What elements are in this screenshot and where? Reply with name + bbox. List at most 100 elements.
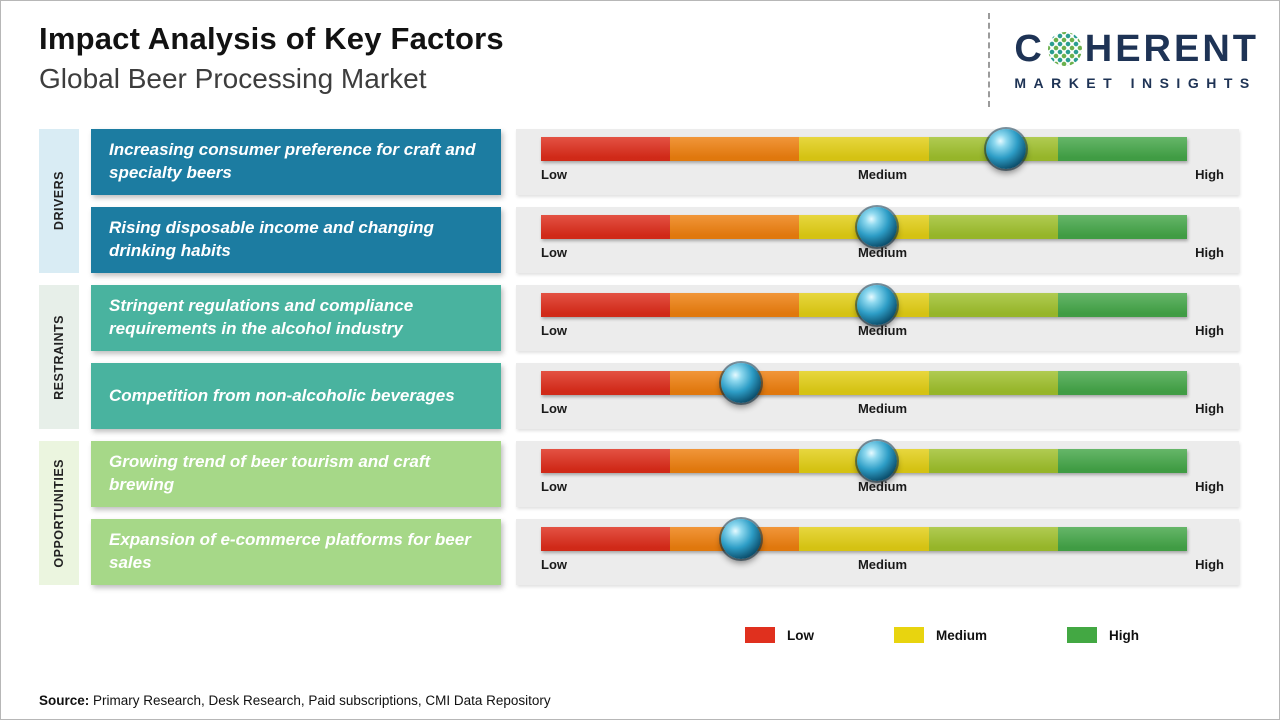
factor-text-box: Stringent regulations and compliance req… xyxy=(91,285,501,351)
scale-labels: Low Medium High xyxy=(541,323,1224,341)
category-label-opportunities: OPPORTUNITIES xyxy=(52,458,66,568)
bar-segment-2 xyxy=(670,293,800,317)
legend-item-medium: Medium xyxy=(893,627,987,643)
impact-bar xyxy=(541,519,1188,559)
bar-segment-1 xyxy=(541,527,671,551)
category-strip-restraints: RESTRAINTS xyxy=(39,285,79,429)
bar-segment-1 xyxy=(541,293,671,317)
scale-labels: Low Medium High xyxy=(541,479,1224,497)
scale-label-medium: Medium xyxy=(857,401,908,416)
factor-text-box: Competition from non-alcoholic beverages xyxy=(91,363,501,429)
scale-label-low: Low xyxy=(541,323,567,338)
impact-bar xyxy=(541,363,1188,403)
scale-label-medium: Medium xyxy=(857,167,908,182)
brand-name: C HERENT xyxy=(1014,30,1259,68)
bar-segment-1 xyxy=(541,215,671,239)
impact-bar xyxy=(541,129,1188,169)
scale-labels: Low Medium High xyxy=(541,167,1224,185)
scale-label-high: High xyxy=(1195,401,1224,416)
scale-label-high: High xyxy=(1195,245,1224,260)
impact-marker xyxy=(721,363,762,403)
bar-segment-4 xyxy=(928,371,1058,395)
impact-bar xyxy=(541,207,1188,247)
scale-label-high: High xyxy=(1195,479,1224,494)
source-label: Source: xyxy=(39,693,90,708)
scale-label-high: High xyxy=(1195,323,1224,338)
scale-label-low: Low xyxy=(541,479,567,494)
scale-label-low: Low xyxy=(541,401,567,416)
factor-row: Competition from non-alcoholic beverages xyxy=(91,363,1239,429)
impact-bar-strip: Low Medium High xyxy=(516,363,1239,429)
scale-labels: Low Medium High xyxy=(541,557,1224,575)
impact-bar xyxy=(541,441,1188,481)
impact-bar-strip: Low Medium High xyxy=(516,519,1239,585)
factor-text-box: Growing trend of beer tourism and craft … xyxy=(91,441,501,507)
bar-segment-5 xyxy=(1057,137,1188,161)
factor-text-box: Increasing consumer preference for craft… xyxy=(91,129,501,195)
page-subtitle: Global Beer Processing Market xyxy=(39,63,427,94)
factor-row: Rising disposable income and changing dr… xyxy=(91,207,1239,273)
bar-segment-5 xyxy=(1057,215,1188,239)
source-line: Source: Primary Research, Desk Research,… xyxy=(39,693,551,708)
impact-marker xyxy=(856,207,897,247)
legend-label-high: High xyxy=(1109,627,1139,643)
scale-label-medium: Medium xyxy=(857,557,908,572)
bar-segment-1 xyxy=(541,137,671,161)
scale-label-low: Low xyxy=(541,245,567,260)
impact-marker xyxy=(856,441,897,481)
bar-segment-2 xyxy=(670,137,800,161)
bar-segment-5 xyxy=(1057,527,1188,551)
factor-row: Growing trend of beer tourism and craft … xyxy=(91,441,1239,507)
scale-labels: Low Medium High xyxy=(541,245,1224,263)
factor-text: Competition from non-alcoholic beverages xyxy=(109,385,455,405)
scale-label-medium: Medium xyxy=(857,245,908,260)
brand-name-suffix: HERENT xyxy=(1084,27,1259,70)
category-label-drivers: DRIVERS xyxy=(52,171,66,231)
bar-segment-4 xyxy=(928,215,1058,239)
scale-label-high: High xyxy=(1195,167,1224,182)
category-group-drivers: DRIVERS Increasing consumer preference f… xyxy=(39,129,1239,273)
brand-tagline: MARKET INSIGHTS xyxy=(1014,74,1257,91)
factor-row: Increasing consumer preference for craft… xyxy=(91,129,1239,195)
factor-text: Growing trend of beer tourism and craft … xyxy=(109,452,431,494)
impact-bar-strip: Low Medium High xyxy=(516,285,1239,351)
category-strip-drivers: DRIVERS xyxy=(39,129,79,273)
factor-text: Stringent regulations and compliance req… xyxy=(109,296,414,338)
factor-text: Expansion of e-commerce platforms for be… xyxy=(109,530,471,572)
impact-marker xyxy=(721,519,762,559)
category-group-restraints: RESTRAINTS Stringent regulations and com… xyxy=(39,285,1239,429)
bar-segment-1 xyxy=(541,371,671,395)
factor-text: Rising disposable income and changing dr… xyxy=(109,218,434,260)
factor-text: Increasing consumer preference for craft… xyxy=(109,140,476,182)
bar-segment-2 xyxy=(670,215,800,239)
impact-bar-strip: Low Medium High xyxy=(516,129,1239,195)
category-strip-opportunities: OPPORTUNITIES xyxy=(39,441,79,585)
category-group-opportunities: OPPORTUNITIES Growing trend of beer tour… xyxy=(39,441,1239,585)
legend-label-medium: Medium xyxy=(935,627,987,643)
page-title: Impact Analysis of Key Factors xyxy=(39,21,504,56)
bar-segment-4 xyxy=(928,449,1058,473)
scale-label-low: Low xyxy=(541,167,567,182)
bar-segment-5 xyxy=(1057,293,1188,317)
brand-name-prefix: C xyxy=(1014,27,1045,70)
scale-label-low: Low xyxy=(541,557,567,572)
bar-segment-4 xyxy=(928,527,1058,551)
scale-labels: Low Medium High xyxy=(541,401,1224,419)
factor-row: Expansion of e-commerce platforms for be… xyxy=(91,519,1239,585)
source-text: Primary Research, Desk Research, Paid su… xyxy=(89,693,551,708)
bar-segment-1 xyxy=(541,449,671,473)
scale-label-medium: Medium xyxy=(857,323,908,338)
factor-text-box: Expansion of e-commerce platforms for be… xyxy=(91,519,501,585)
scale-label-high: High xyxy=(1195,557,1224,572)
header: Impact Analysis of Key Factors Global Be… xyxy=(1,1,1279,125)
legend-swatch-low xyxy=(744,627,775,643)
bar-segment-3 xyxy=(799,137,929,161)
legend: Low Medium High xyxy=(39,627,1139,643)
bar-segment-5 xyxy=(1057,449,1188,473)
brand-logo: C HERENT MARKET INSIGHTS xyxy=(988,13,1259,107)
legend-item-low: Low xyxy=(744,627,814,643)
bar-segment-2 xyxy=(670,449,800,473)
bar-segment-5 xyxy=(1057,371,1188,395)
scale-label-medium: Medium xyxy=(857,479,908,494)
